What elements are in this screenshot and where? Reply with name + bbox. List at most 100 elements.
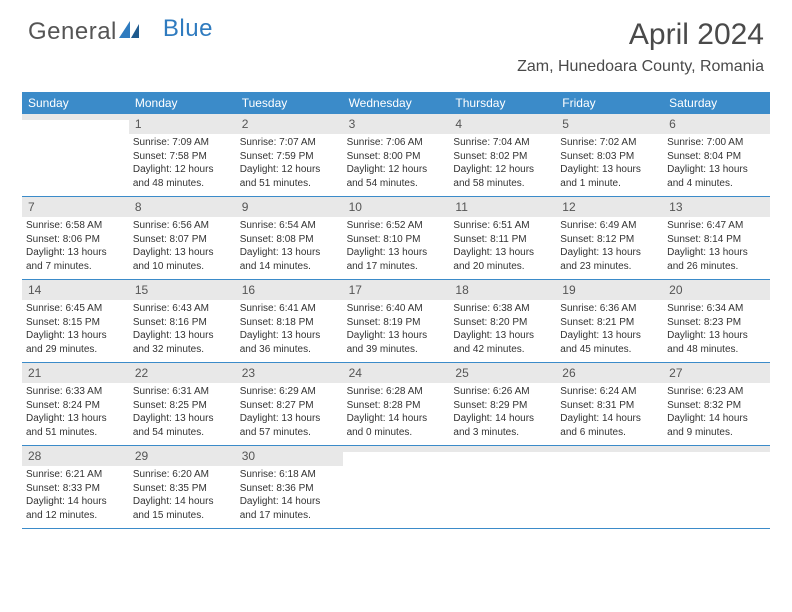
- sunrise-text: Sunrise: 7:06 AM: [347, 136, 446, 150]
- calendar-day-cell: 24Sunrise: 6:28 AMSunset: 8:28 PMDayligh…: [343, 363, 450, 445]
- daylight-text: Daylight: 13 hours and 17 minutes.: [347, 246, 446, 273]
- daylight-text: Daylight: 12 hours and 58 minutes.: [453, 163, 552, 190]
- sunset-text: Sunset: 8:04 PM: [667, 150, 766, 164]
- sunrise-text: Sunrise: 6:20 AM: [133, 468, 232, 482]
- day-number: 22: [129, 363, 236, 383]
- weekday-header: Tuesday: [236, 92, 343, 114]
- day-number: 29: [129, 446, 236, 466]
- sunset-text: Sunset: 8:24 PM: [26, 399, 125, 413]
- sunrise-text: Sunrise: 6:47 AM: [667, 219, 766, 233]
- day-details: Sunrise: 6:52 AMSunset: 8:10 PMDaylight:…: [343, 217, 450, 277]
- sunset-text: Sunset: 8:00 PM: [347, 150, 446, 164]
- sunset-text: Sunset: 8:15 PM: [26, 316, 125, 330]
- sunrise-text: Sunrise: 7:00 AM: [667, 136, 766, 150]
- calendar-day-cell: 19Sunrise: 6:36 AMSunset: 8:21 PMDayligh…: [556, 280, 663, 362]
- logo: General Blue: [28, 18, 213, 46]
- day-number: 24: [343, 363, 450, 383]
- day-number: 11: [449, 197, 556, 217]
- daylight-text: Daylight: 12 hours and 48 minutes.: [133, 163, 232, 190]
- calendar-day-cell: 15Sunrise: 6:43 AMSunset: 8:16 PMDayligh…: [129, 280, 236, 362]
- calendar-day-cell: [343, 446, 450, 528]
- daylight-text: Daylight: 13 hours and 7 minutes.: [26, 246, 125, 273]
- day-number: 28: [22, 446, 129, 466]
- sunrise-text: Sunrise: 6:18 AM: [240, 468, 339, 482]
- day-number: 19: [556, 280, 663, 300]
- sunset-text: Sunset: 8:31 PM: [560, 399, 659, 413]
- day-details: Sunrise: 7:07 AMSunset: 7:59 PMDaylight:…: [236, 134, 343, 194]
- sunrise-text: Sunrise: 6:51 AM: [453, 219, 552, 233]
- sunrise-text: Sunrise: 6:29 AM: [240, 385, 339, 399]
- day-details: [663, 452, 770, 512]
- day-details: [22, 120, 129, 180]
- day-details: Sunrise: 6:18 AMSunset: 8:36 PMDaylight:…: [236, 466, 343, 526]
- day-details: Sunrise: 6:31 AMSunset: 8:25 PMDaylight:…: [129, 383, 236, 443]
- daylight-text: Daylight: 13 hours and 23 minutes.: [560, 246, 659, 273]
- day-details: Sunrise: 6:38 AMSunset: 8:20 PMDaylight:…: [449, 300, 556, 360]
- day-number: 25: [449, 363, 556, 383]
- day-details: Sunrise: 6:36 AMSunset: 8:21 PMDaylight:…: [556, 300, 663, 360]
- calendar-day-cell: 6Sunrise: 7:00 AMSunset: 8:04 PMDaylight…: [663, 114, 770, 196]
- day-details: Sunrise: 6:26 AMSunset: 8:29 PMDaylight:…: [449, 383, 556, 443]
- sunrise-text: Sunrise: 6:49 AM: [560, 219, 659, 233]
- day-number: 27: [663, 363, 770, 383]
- sunset-text: Sunset: 8:32 PM: [667, 399, 766, 413]
- day-details: Sunrise: 6:20 AMSunset: 8:35 PMDaylight:…: [129, 466, 236, 526]
- day-details: Sunrise: 6:28 AMSunset: 8:28 PMDaylight:…: [343, 383, 450, 443]
- day-number: 4: [449, 114, 556, 134]
- calendar-day-cell: 26Sunrise: 6:24 AMSunset: 8:31 PMDayligh…: [556, 363, 663, 445]
- calendar-day-cell: [449, 446, 556, 528]
- sunset-text: Sunset: 8:11 PM: [453, 233, 552, 247]
- daylight-text: Daylight: 13 hours and 51 minutes.: [26, 412, 125, 439]
- calendar-day-cell: 16Sunrise: 6:41 AMSunset: 8:18 PMDayligh…: [236, 280, 343, 362]
- day-details: Sunrise: 6:33 AMSunset: 8:24 PMDaylight:…: [22, 383, 129, 443]
- location-subtitle: Zam, Hunedoara County, Romania: [517, 58, 764, 76]
- calendar-day-cell: 22Sunrise: 6:31 AMSunset: 8:25 PMDayligh…: [129, 363, 236, 445]
- sunrise-text: Sunrise: 7:09 AM: [133, 136, 232, 150]
- page-header: General Blue April 2024 Zam, Hunedoara C…: [0, 0, 792, 84]
- daylight-text: Daylight: 14 hours and 9 minutes.: [667, 412, 766, 439]
- sunset-text: Sunset: 8:18 PM: [240, 316, 339, 330]
- day-details: Sunrise: 7:09 AMSunset: 7:58 PMDaylight:…: [129, 134, 236, 194]
- sunset-text: Sunset: 8:23 PM: [667, 316, 766, 330]
- daylight-text: Daylight: 13 hours and 45 minutes.: [560, 329, 659, 356]
- day-number: 5: [556, 114, 663, 134]
- daylight-text: Daylight: 13 hours and 26 minutes.: [667, 246, 766, 273]
- calendar-day-cell: 14Sunrise: 6:45 AMSunset: 8:15 PMDayligh…: [22, 280, 129, 362]
- calendar-day-cell: 27 Sunrise: 6:23 AMSunset: 8:32 PMDayligh…: [663, 363, 770, 445]
- calendar-week-row: 28Sunrise: 6:21 AMSunset: 8:33 PMDayligh…: [22, 446, 770, 529]
- sunrise-text: Sunrise: 6:34 AM: [667, 302, 766, 316]
- weekday-header: Sunday: [22, 92, 129, 114]
- calendar-day-cell: 10Sunrise: 6:52 AMSunset: 8:10 PMDayligh…: [343, 197, 450, 279]
- calendar-day-cell: 2Sunrise: 7:07 AMSunset: 7:59 PMDaylight…: [236, 114, 343, 196]
- day-number: 16: [236, 280, 343, 300]
- day-number: 26: [556, 363, 663, 383]
- sunrise-text: Sunrise: 6:23 AM: [667, 385, 766, 399]
- day-number: 1: [129, 114, 236, 134]
- day-details: [449, 452, 556, 512]
- calendar-day-cell: 21Sunrise: 6:33 AMSunset: 8:24 PMDayligh…: [22, 363, 129, 445]
- daylight-text: Daylight: 12 hours and 54 minutes.: [347, 163, 446, 190]
- daylight-text: Daylight: 13 hours and 29 minutes.: [26, 329, 125, 356]
- sunrise-text: Sunrise: 6:21 AM: [26, 468, 125, 482]
- calendar-day-cell: 5Sunrise: 7:02 AMSunset: 8:03 PMDaylight…: [556, 114, 663, 196]
- sunset-text: Sunset: 8:12 PM: [560, 233, 659, 247]
- day-number: 14: [22, 280, 129, 300]
- sunset-text: Sunset: 7:59 PM: [240, 150, 339, 164]
- day-number: 18: [449, 280, 556, 300]
- sunset-text: Sunset: 8:10 PM: [347, 233, 446, 247]
- day-details: Sunrise: 6:24 AMSunset: 8:31 PMDaylight:…: [556, 383, 663, 443]
- day-details: Sunrise: 6:40 AMSunset: 8:19 PMDaylight:…: [343, 300, 450, 360]
- daylight-text: Daylight: 13 hours and 20 minutes.: [453, 246, 552, 273]
- sunset-text: Sunset: 8:02 PM: [453, 150, 552, 164]
- daylight-text: Daylight: 13 hours and 10 minutes.: [133, 246, 232, 273]
- calendar-day-cell: 11 Sunrise: 6:51 AMSunset: 8:11 PMDayligh…: [449, 197, 556, 279]
- daylight-text: Daylight: 14 hours and 15 minutes.: [133, 495, 232, 522]
- calendar-day-cell: 18Sunrise: 6:38 AMSunset: 8:20 PMDayligh…: [449, 280, 556, 362]
- sunrise-text: Sunrise: 6:28 AM: [347, 385, 446, 399]
- day-details: Sunrise: 6:43 AMSunset: 8:16 PMDaylight:…: [129, 300, 236, 360]
- day-number: 8: [129, 197, 236, 217]
- sunrise-text: Sunrise: 6:24 AM: [560, 385, 659, 399]
- logo-sail-icon: [119, 18, 141, 46]
- daylight-text: Daylight: 13 hours and 57 minutes.: [240, 412, 339, 439]
- daylight-text: Daylight: 13 hours and 39 minutes.: [347, 329, 446, 356]
